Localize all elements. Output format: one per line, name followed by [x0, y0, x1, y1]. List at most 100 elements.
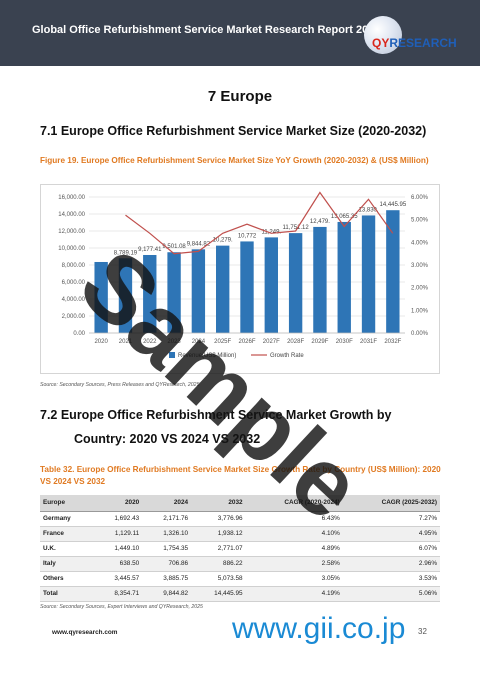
header-cell-2024: 2024	[142, 495, 192, 512]
header-cell-europe: Europe	[40, 495, 94, 512]
table-cell: 3.53%	[342, 571, 440, 587]
table-cell: 14,445.95	[191, 586, 246, 602]
bar-data-label: 11,249.	[262, 229, 282, 235]
section-title-growth-by-country-line2: Country: 2020 VS 2024 VS 2032	[74, 432, 261, 446]
x-tick-label: 2022	[143, 339, 157, 345]
table-cell: 706.86	[142, 556, 192, 572]
row-label: Total	[40, 586, 94, 602]
table-cell: 3,776.96	[191, 511, 246, 527]
y-left-tick-label: 0.00	[73, 331, 85, 337]
row-label: Germany	[40, 511, 94, 527]
gii-watermark: www.gii.co.jp	[232, 612, 406, 645]
table-caption: Table 32. Europe Office Refurbishment Se…	[40, 465, 441, 486]
bar	[264, 237, 278, 333]
figure-caption: Figure 19. Europe Office Refurbishment S…	[40, 156, 429, 165]
bar-data-label: 8,789.19	[114, 250, 138, 256]
x-tick-label: 2021	[119, 339, 133, 345]
table-cell: 1,129.11	[93, 526, 143, 542]
legend-line-label: Growth Rate	[270, 353, 304, 359]
table-source: Source: Secondary Sources, Expert Interv…	[40, 604, 203, 610]
x-tick-label: 2028F	[287, 339, 304, 345]
bar	[167, 252, 181, 333]
row-label: Italy	[40, 556, 94, 572]
y-right-tick-label: 4.00%	[411, 240, 429, 246]
growth-rate-line	[125, 191, 394, 255]
header-cell-cagr-2025-2032: CAGR (2025-2032)	[342, 495, 440, 512]
chart-svg: 0.00 2,000.00 4,000.00 6,000.00 8,000.00 10,0…	[58, 191, 429, 359]
table-cell: 2.96%	[342, 556, 440, 572]
table-row: Italy 638.50 706.86 886.22 2.58% 2.96%	[40, 556, 440, 572]
table-cell: 3,445.57	[93, 571, 143, 587]
logo-globe-icon	[364, 16, 402, 54]
bar-data-label: 9,501.08	[162, 244, 186, 250]
row-label: U.K.	[40, 541, 94, 557]
table-row: Germany 1,692.43 2,171.76 3,776.96 6.43%…	[40, 511, 440, 527]
table-cell: 8,354.71	[93, 586, 143, 602]
table-cell: 9,844.82	[142, 586, 192, 602]
bar	[386, 210, 400, 333]
table-cell: 7.27%	[342, 511, 440, 527]
qyresearch-logo: QYRESEARCH	[364, 16, 464, 62]
table-cell: 2,171.76	[142, 511, 192, 527]
header-cell-2020: 2020	[93, 495, 143, 512]
table-cell: 638.50	[93, 556, 143, 572]
bar	[288, 233, 303, 333]
x-tick-label: 2025F	[214, 339, 231, 345]
section-title-market-size: 7.1 Europe Office Refurbishment Service …	[40, 124, 427, 138]
bar	[361, 215, 376, 333]
header-cell-2032: 2032	[191, 495, 246, 512]
bar	[216, 245, 230, 333]
bar	[313, 226, 327, 333]
table-header-row: Europe 2020 2024 2032 CAGR (2020-2024) C…	[40, 495, 440, 512]
bar-data-label: 10,279.	[213, 238, 233, 244]
footer-url: www.qyresearch.com	[52, 629, 118, 636]
bar-data-label: 13,065.35	[331, 214, 358, 220]
table-cell: 1,449.10	[93, 541, 143, 557]
table-cell: 1,938.12	[191, 526, 246, 542]
country-growth-table: Europe 2020 2024 2032 CAGR (2020-2024) C…	[40, 495, 440, 602]
header-band: Global Office Refurbishment Service Mark…	[0, 0, 480, 66]
x-tick-label: 2020	[94, 339, 108, 345]
table-row-total: Total 8,354.71 9,844.82 14,445.95 4.19% …	[40, 586, 440, 602]
legend-bar-swatch	[169, 352, 175, 358]
y-right-tick-label: 0.00%	[411, 331, 429, 337]
chart-source: Source: Secondary Sources, Press Release…	[40, 382, 200, 388]
bar	[337, 221, 351, 333]
bar-data-label: 11,751.12	[282, 225, 309, 231]
x-tick-label: 2030F	[336, 339, 353, 345]
table-row: Others 3,445.57 3,885.75 5,073.58 3.05% …	[40, 571, 440, 587]
x-tick-label: 2032F	[384, 339, 401, 345]
logo-text: QYRESEARCH	[372, 36, 457, 50]
x-tick-label: 2023	[167, 339, 181, 345]
row-label: France	[40, 526, 94, 542]
y-left-tick-label: 2,000.00	[62, 314, 86, 320]
y-left-tick-label: 10,000.00	[58, 246, 85, 252]
bar	[118, 258, 133, 333]
table-row: France 1,129.11 1,326.10 1,938.12 4.10% …	[40, 526, 440, 542]
bar	[143, 254, 157, 333]
y-right-tick-label: 3.00%	[411, 263, 429, 269]
section-title-growth-by-country: 7.2 Europe Office Refurbishment Service …	[40, 408, 392, 422]
table-cell: 5,073.58	[191, 571, 246, 587]
table-cell: 6.07%	[342, 541, 440, 557]
bar-data-label: 14,445.95	[379, 202, 406, 208]
header-cell-cagr-2020-2024: CAGR (2020-2024)	[245, 495, 343, 512]
page-number: 32	[418, 627, 427, 636]
y-right-tick-label: 1.00%	[411, 308, 429, 314]
row-label: Others	[40, 571, 94, 587]
table-cell: 4.89%	[245, 541, 343, 557]
table-cell: 5.06%	[342, 586, 440, 602]
table-cell: 2,771.07	[191, 541, 246, 557]
market-size-chart: 0.00 2,000.00 4,000.00 6,000.00 8,000.00 10,0…	[40, 184, 440, 374]
bar-data-label: 9,844.82	[187, 241, 211, 247]
y-left-tick-label: 4,000.00	[62, 297, 86, 303]
bar	[94, 261, 108, 333]
bar	[240, 241, 254, 333]
y-left-tick-label: 16,000.00	[58, 195, 85, 201]
table-cell: 3,885.75	[142, 571, 192, 587]
x-tick-label: 2031F	[360, 339, 377, 345]
table-cell: 4.10%	[245, 526, 343, 542]
report-title: Global Office Refurbishment Service Mark…	[32, 24, 381, 36]
table-row: U.K. 1,449.10 1,754.35 2,771.07 4.89% 6.…	[40, 541, 440, 557]
table-cell: 6.43%	[245, 511, 343, 527]
